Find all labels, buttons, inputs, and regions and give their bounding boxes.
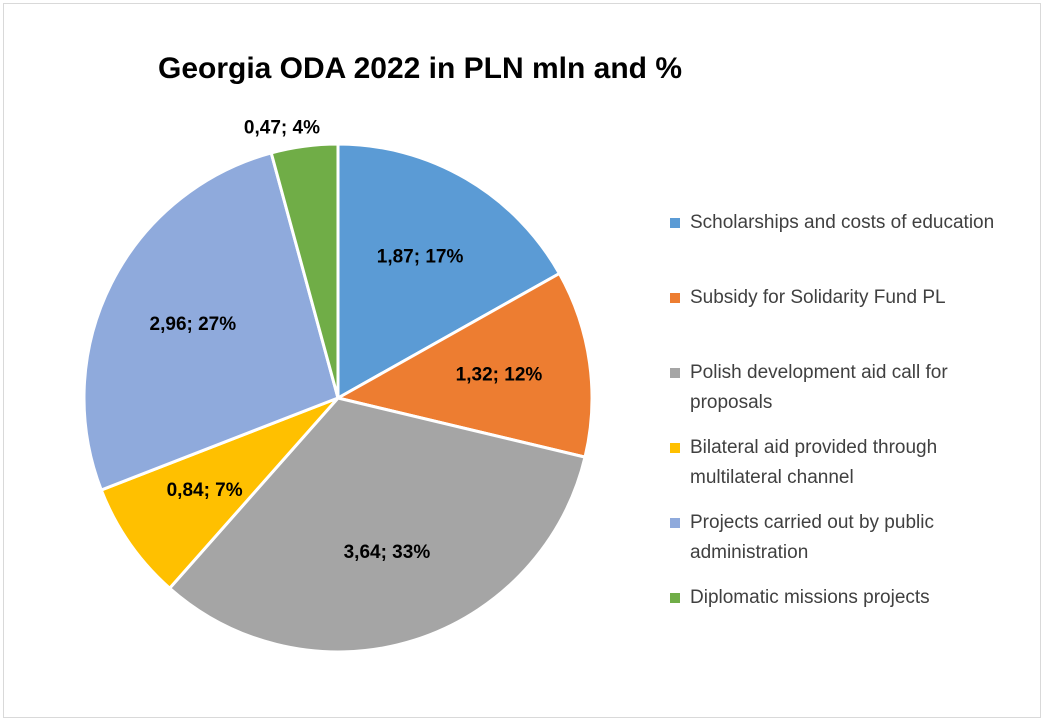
legend-swatch xyxy=(670,443,680,453)
legend-label: Polish development aid call for proposal… xyxy=(690,362,948,413)
legend-item: Projects carried out by public administr… xyxy=(668,508,1040,583)
legend-item: Bilateral aid provided through multilate… xyxy=(668,433,1040,508)
pie-slice xyxy=(333,271,594,459)
legend-item: Scholarships and costs of education xyxy=(668,208,1040,283)
legend-item: Diplomatic missions projects xyxy=(668,583,1040,658)
pie-slice xyxy=(269,142,340,399)
legend-swatch xyxy=(670,293,680,303)
data-label: 2,96; 27% xyxy=(150,314,237,335)
data-label: 0,84; 7% xyxy=(167,480,243,501)
legend-swatch xyxy=(670,218,680,228)
pie-slice xyxy=(167,396,587,654)
legend-label: Subsidy for Solidarity Fund PL xyxy=(690,287,946,308)
data-label: 1,32; 12% xyxy=(456,365,543,386)
legend-label: Bilateral aid provided through multilate… xyxy=(690,437,938,488)
legend-label: Projects carried out by public administr… xyxy=(690,512,934,563)
legend-swatch xyxy=(670,368,680,378)
pie-slice xyxy=(99,396,340,591)
pie-slice xyxy=(82,151,340,492)
legend-label: Diplomatic missions projects xyxy=(690,587,930,608)
legend-swatch xyxy=(670,593,680,603)
legend-item: Polish development aid call for proposal… xyxy=(668,358,1040,433)
pie-slice xyxy=(336,142,562,401)
chart-title: Georgia ODA 2022 in PLN mln and % xyxy=(158,52,682,85)
data-label: 0,47; 4% xyxy=(244,118,320,139)
data-label: 3,64; 33% xyxy=(344,542,431,563)
legend-swatch xyxy=(670,518,680,528)
legend: Scholarships and costs of education Subsi… xyxy=(668,208,1040,658)
data-label: 1,87; 17% xyxy=(377,247,464,268)
legend-label: Scholarships and costs of education xyxy=(690,212,995,233)
legend-item: Subsidy for Solidarity Fund PL xyxy=(668,283,1040,358)
